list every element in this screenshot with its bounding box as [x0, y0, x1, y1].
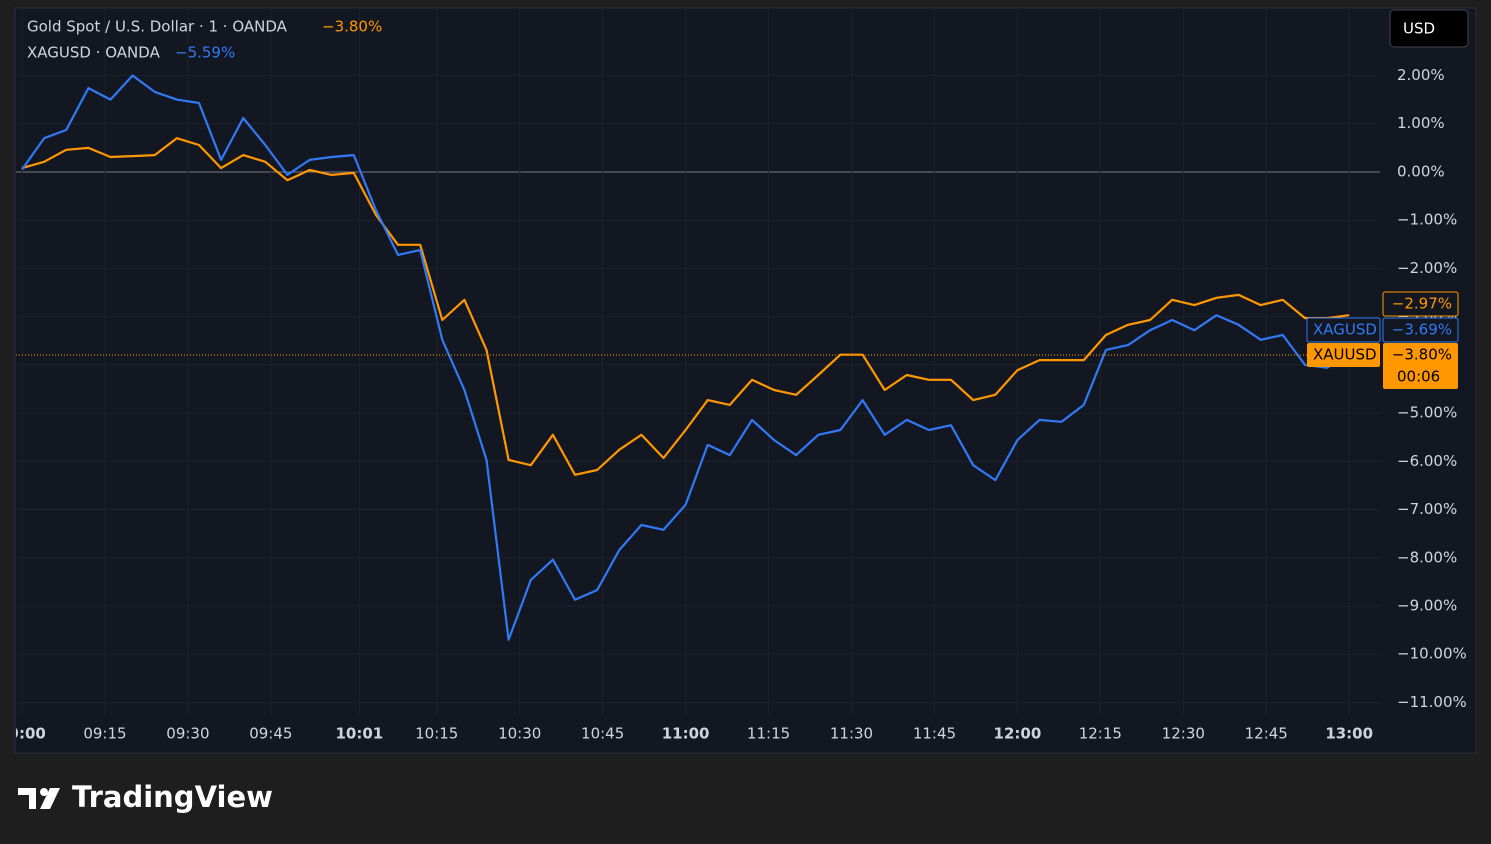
logo-shape [40, 788, 48, 796]
x-tick-label: 10:01 [335, 725, 383, 743]
countdown: 00:06 [1397, 368, 1440, 386]
price-tag-label: −3.80% [1392, 346, 1452, 364]
series-line [21, 137, 1350, 476]
brand-name: TradingView [72, 780, 273, 814]
x-tick-label: 12:00 [994, 725, 1042, 743]
x-tick-label: 11:30 [830, 725, 873, 743]
x-tick-label: 09:45 [249, 725, 292, 743]
symbol-tag-label: XAGUSD [1313, 321, 1377, 339]
logo-shape [40, 788, 60, 809]
price-tag [1382, 291, 1459, 317]
chart-panel [14, 7, 1477, 754]
series-line [21, 74, 1350, 641]
x-tick-label: 10:30 [498, 725, 541, 743]
x-tick-label: 12:15 [1079, 725, 1122, 743]
y-tick-label: −2.00% [1397, 259, 1457, 277]
y-tick-label: −5.00% [1397, 404, 1457, 422]
price-tag-label: −2.97% [1392, 295, 1452, 313]
x-tick-label: 11:15 [747, 725, 790, 743]
price-tag [1382, 317, 1459, 343]
x-tick-label: 12:45 [1245, 725, 1288, 743]
x-tick-label: 09:30 [166, 725, 209, 743]
x-tick-label: 11:00 [662, 725, 710, 743]
x-tick-label: 09:00 [0, 725, 46, 743]
legend-label: XAGUSD · OANDA [27, 44, 161, 62]
currency-button[interactable]: USD [1389, 9, 1469, 48]
legend-change: −3.80% [322, 18, 382, 36]
y-tick-label: −10.00% [1397, 645, 1467, 663]
price-tag [1383, 343, 1458, 389]
x-tick-label: 12:30 [1162, 725, 1205, 743]
x-tick-label: 11:45 [913, 725, 956, 743]
symbol-tag-label: XAUUSD [1313, 346, 1377, 364]
y-tick-label: −11.00% [1397, 693, 1467, 711]
y-tick-label: −6.00% [1397, 452, 1457, 470]
legend-change: −5.59% [175, 44, 235, 62]
x-tick-label: 10:15 [415, 725, 458, 743]
symbol-tag [1306, 317, 1381, 343]
logo-shape [18, 788, 36, 809]
y-tick-label: 2.00% [1397, 66, 1445, 84]
symbol-tag [1307, 343, 1380, 367]
x-tick-label: 13:00 [1325, 725, 1373, 743]
brand-logo: TradingView [18, 780, 273, 814]
price-tag-label: −3.69% [1392, 321, 1452, 339]
x-tick-label: 09:15 [83, 725, 126, 743]
currency-label[interactable]: USD [1403, 20, 1435, 38]
currency-button-bg[interactable] [1389, 9, 1469, 48]
y-tick-label: 1.00% [1397, 114, 1445, 132]
legend-label: Gold Spot / U.S. Dollar · 1 · OANDA [27, 18, 288, 36]
y-tick-label: −1.00% [1397, 211, 1457, 229]
y-tick-label: −7.00% [1397, 500, 1457, 518]
y-tick-label: 0.00% [1397, 162, 1445, 180]
x-tick-label: 10:45 [581, 725, 624, 743]
y-tick-label: −9.00% [1397, 597, 1457, 615]
y-tick-label: −8.00% [1397, 548, 1457, 566]
